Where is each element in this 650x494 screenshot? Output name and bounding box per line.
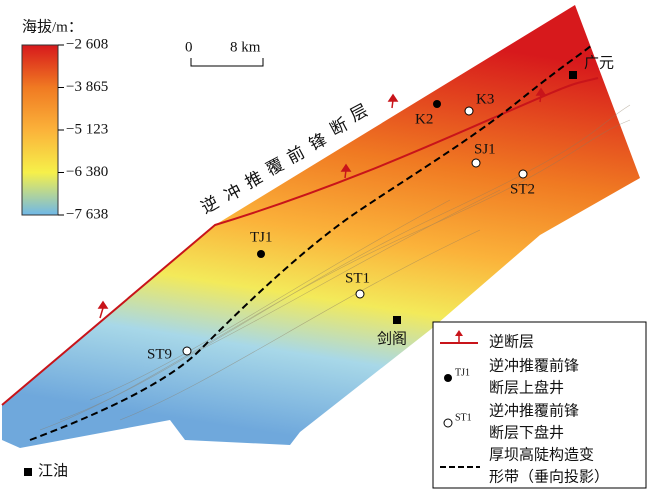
city-label: 江油 bbox=[38, 462, 68, 479]
colorbar-label: −2 608 bbox=[66, 36, 108, 52]
well-label: K2 bbox=[415, 111, 433, 127]
well-upper bbox=[433, 100, 441, 108]
city-marker bbox=[24, 468, 32, 476]
city-marker bbox=[569, 71, 577, 79]
legend-icon-label: TJ1 bbox=[455, 367, 470, 378]
well-label: ST1 bbox=[345, 270, 370, 286]
legend-box bbox=[432, 321, 647, 489]
well-label: ST9 bbox=[147, 346, 172, 362]
well-lower bbox=[471, 158, 481, 168]
legend-icon-label: ST1 bbox=[455, 412, 472, 423]
scale-label: 0 bbox=[185, 39, 193, 55]
well-label: SJ1 bbox=[474, 141, 496, 157]
scale-bar bbox=[190, 58, 264, 67]
legend-label: 逆冲推覆前锋 bbox=[489, 357, 579, 374]
colorbar-label: −3 865 bbox=[66, 79, 108, 95]
well-lower bbox=[355, 289, 365, 299]
well-lower bbox=[518, 169, 528, 179]
city-marker bbox=[393, 316, 401, 324]
legend-label: 断层下盘井 bbox=[489, 423, 564, 441]
terrain-strip bbox=[2, 5, 640, 448]
legend-label: 形带（垂向投影） bbox=[489, 468, 609, 485]
legend-label: 逆冲推覆前锋 bbox=[489, 402, 579, 419]
well-lower bbox=[464, 106, 474, 116]
colorbar-label: −7 638 bbox=[66, 206, 108, 222]
legend-icons bbox=[440, 330, 480, 468]
colorbar-label: −6 380 bbox=[66, 164, 108, 180]
legend-label: 厚坝高陡构造变 bbox=[489, 446, 594, 463]
well-label: K3 bbox=[476, 91, 494, 107]
city-label: 广元 bbox=[584, 54, 614, 71]
fault-line bbox=[1, 77, 599, 406]
well-upper bbox=[257, 250, 265, 258]
well-label: TJ1 bbox=[250, 229, 273, 245]
legend-title: 海拔/m： bbox=[22, 18, 83, 35]
colorbar-label: −5 123 bbox=[66, 121, 108, 137]
fault-ticks bbox=[97, 87, 547, 319]
colorbar bbox=[21, 44, 59, 216]
well-lower bbox=[182, 346, 192, 356]
city-label: 剑阁 bbox=[377, 330, 407, 347]
legend-label: 逆断层 bbox=[489, 333, 534, 350]
texture bbox=[39, 104, 631, 431]
well-label: ST2 bbox=[510, 181, 535, 197]
scale-label: 8 km bbox=[230, 39, 261, 55]
legend-label: 断层上盘井 bbox=[489, 378, 564, 396]
